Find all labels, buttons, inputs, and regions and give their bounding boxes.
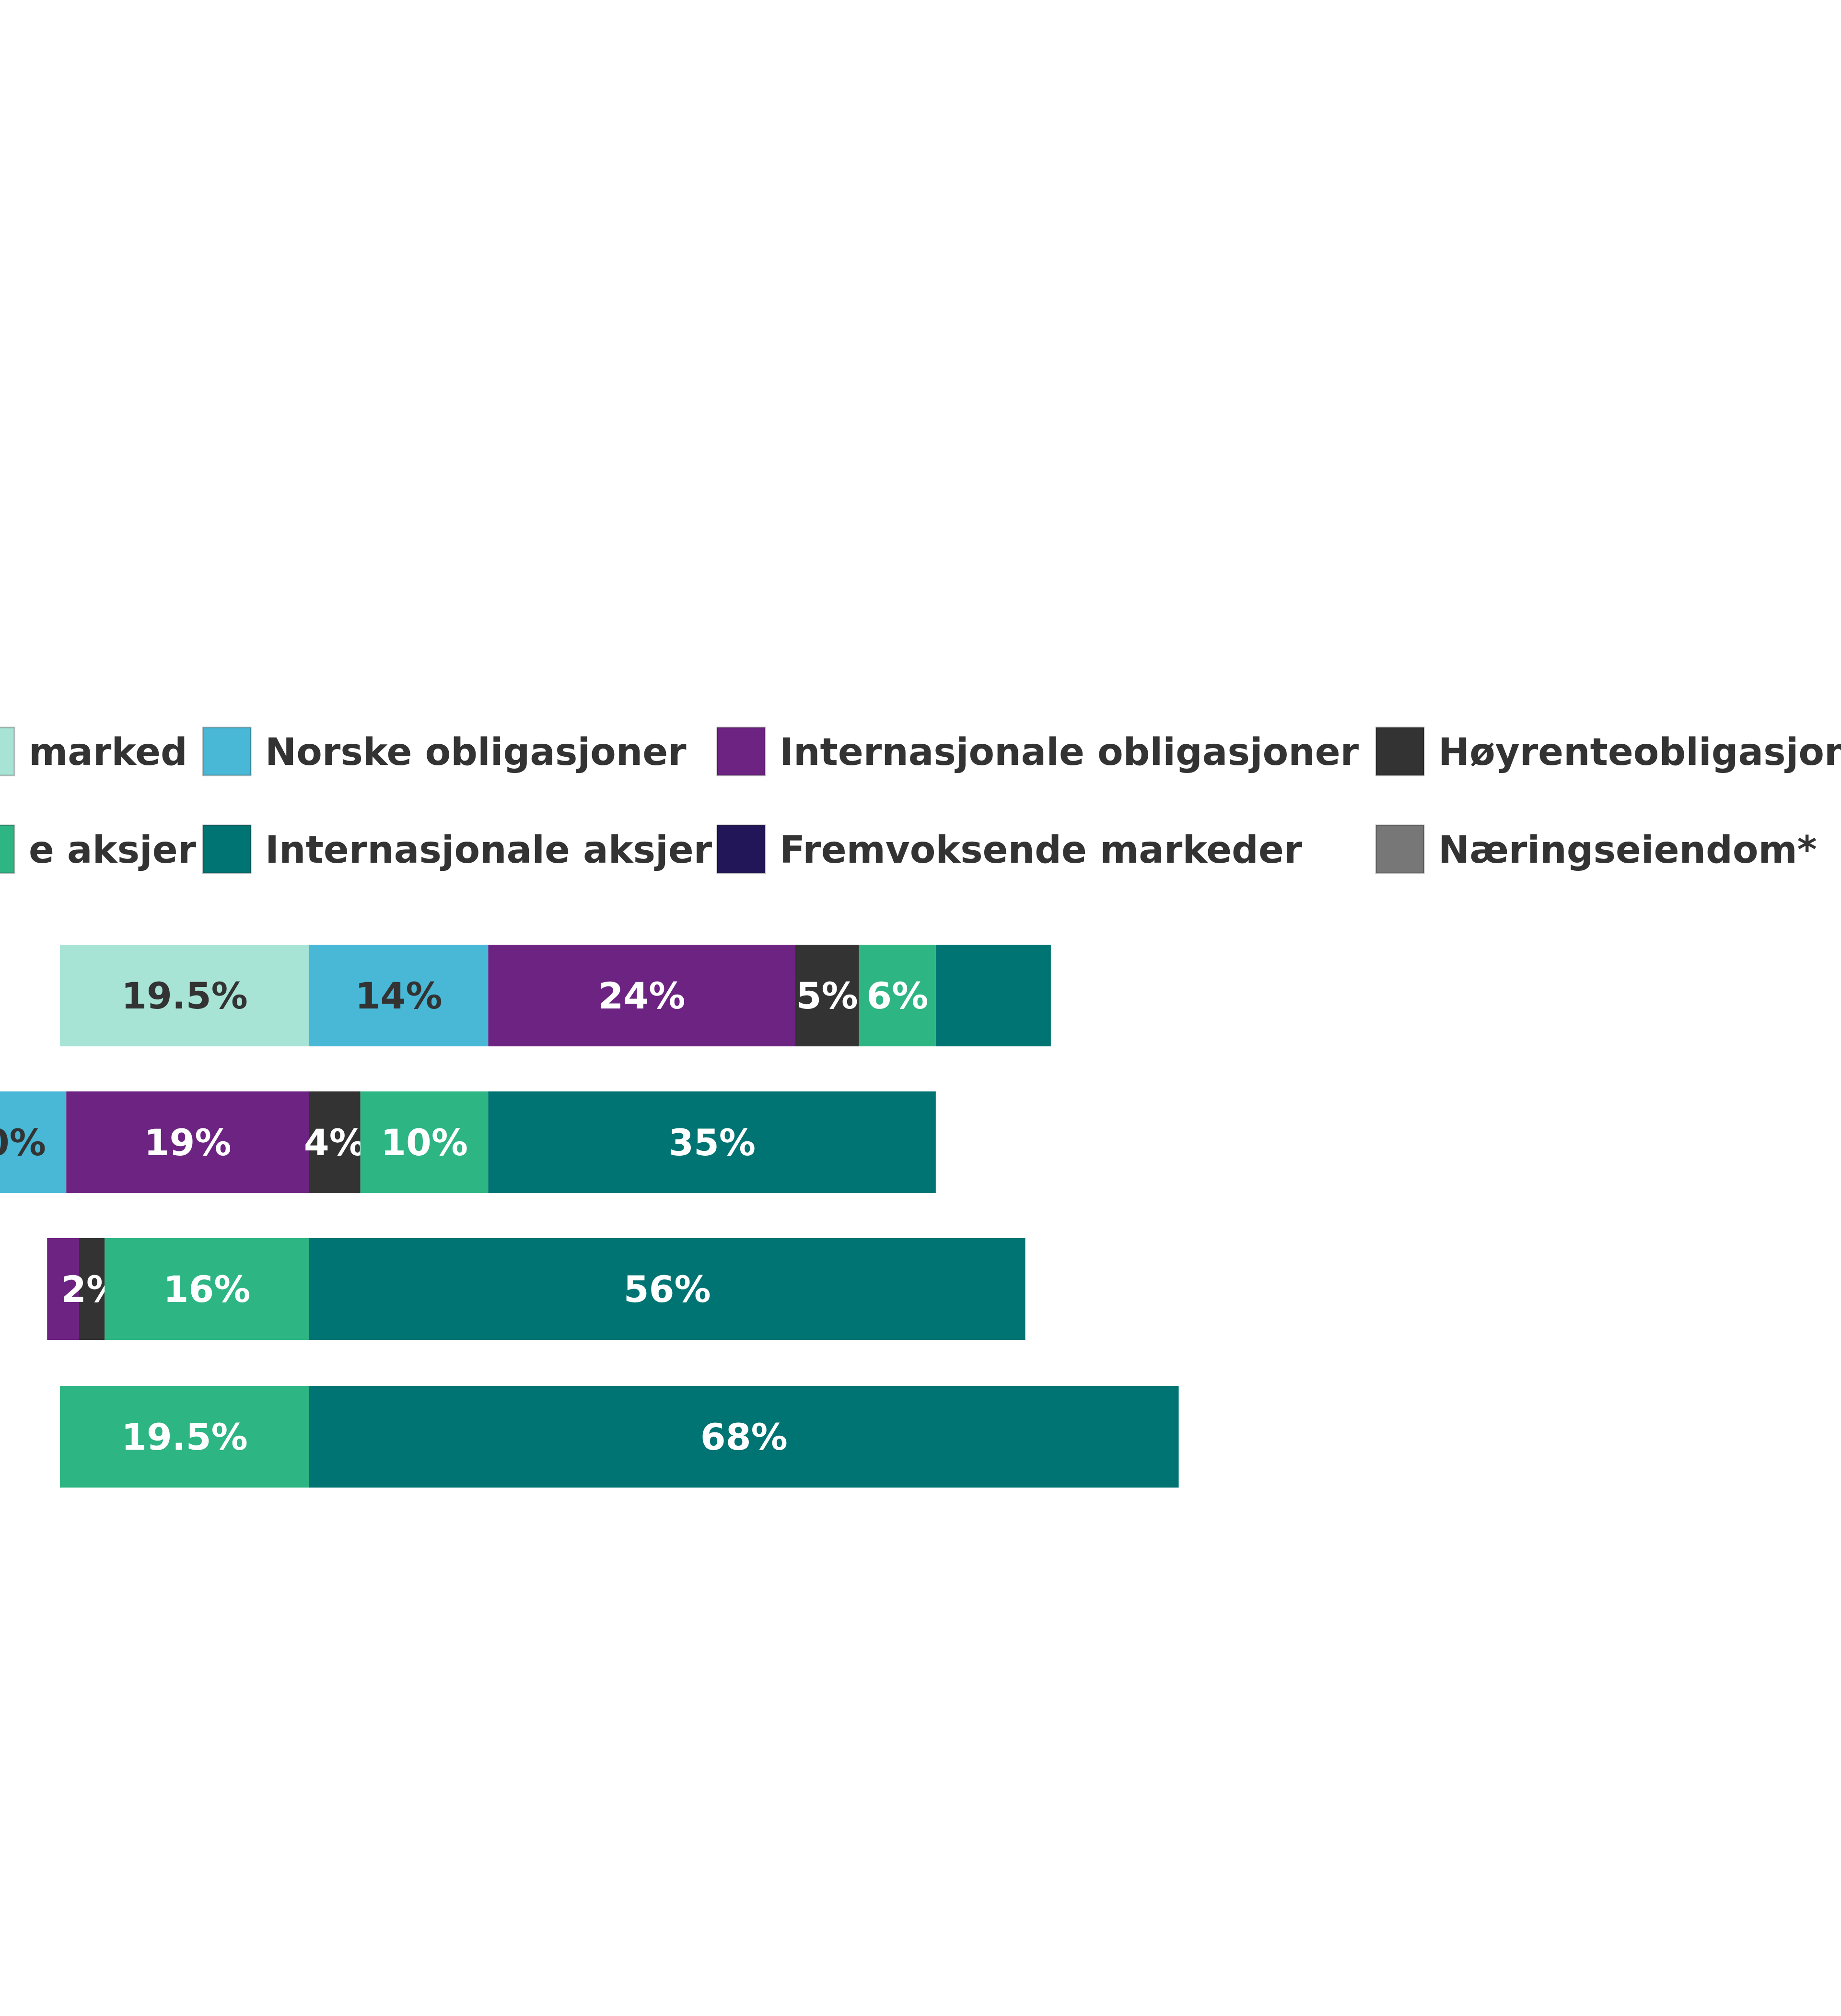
bar-value-label: 16% — [163, 1268, 251, 1311]
legend-item-fremvoksende-markeder: Fremvoksende markeder — [716, 824, 1303, 874]
bar-value-label: 56% — [624, 1268, 711, 1311]
legend-label: Fremvoksende markeder — [780, 829, 1303, 872]
bar-segment-marked — [59, 945, 309, 1046]
bar-segment-internasjonale-aksjer — [309, 1386, 1179, 1488]
bar-value-label: 35% — [668, 1121, 756, 1164]
bar-segment-e-aksjer — [59, 1386, 309, 1488]
legend-swatch — [0, 824, 15, 874]
legend-swatch — [716, 727, 766, 776]
legend-swatch — [202, 727, 252, 776]
legend-label: marked — [29, 731, 187, 774]
legend-label: Internasjonale obligasjoner — [780, 731, 1359, 774]
bar-segment-e-aksjer — [105, 1238, 309, 1340]
legend-item-marked: marked — [0, 727, 187, 776]
bar-value-label: 5% — [796, 974, 858, 1017]
bar-segment-internasjonale-aksjer — [935, 945, 1051, 1046]
legend-label: Høyrenteobligasjone — [1438, 731, 1841, 774]
legend-swatch — [716, 824, 766, 874]
legend-label: Internasjonale aksjer — [265, 829, 712, 872]
legend-item-internasjonale-aksjer: Internasjonale aksjer — [202, 824, 712, 874]
bar-segment-hoyrenteobligasjone — [795, 945, 859, 1046]
bar-value-label: 4% — [304, 1121, 366, 1164]
legend-item-internasjonale-obligasjoner: Internasjonale obligasjoner — [716, 727, 1359, 776]
bar-segment-hoyrenteobligasjone — [79, 1238, 105, 1340]
bar-segment-e-aksjer — [360, 1091, 489, 1193]
bar-row-2: 10% 19% 4% 10% 35% — [0, 1091, 936, 1193]
bar-segment-norske-obligasjoner — [309, 945, 489, 1046]
bar-value-label: 14% — [355, 974, 443, 1017]
legend-swatch — [202, 824, 252, 874]
bar-row-4: 19.5% 68% — [59, 1386, 1179, 1488]
bar-value-label: 24% — [598, 974, 685, 1017]
bar-value-label: 6% — [866, 974, 928, 1017]
legend-item-e-aksjer: e aksjer — [0, 824, 197, 874]
bar-segment-e-aksjer — [859, 945, 936, 1046]
bar-value-label: 10% — [0, 1121, 46, 1164]
bar-value-label: 10% — [381, 1121, 468, 1164]
legend-swatch — [1375, 727, 1425, 776]
bar-segment-internasjonale-aksjer — [488, 1091, 936, 1193]
bar-row-3: 2% 16% 56% — [47, 1238, 1025, 1340]
legend-swatch — [1375, 824, 1425, 874]
bar-segment-internasjonale-obligasjoner — [47, 1238, 79, 1340]
legend-item-hoyrenteobligasjone: Høyrenteobligasjone — [1375, 727, 1841, 776]
bar-value-label: 68% — [700, 1416, 788, 1458]
bar-value-label: 19% — [144, 1121, 232, 1164]
bar-row-1: 19.5% 14% 24% 5% 6% — [59, 945, 1051, 1046]
bar-segment-internasjonale-aksjer — [309, 1238, 1025, 1340]
legend-label: Næringseiendom* — [1438, 829, 1817, 872]
bar-segment-internasjonale-obligasjoner — [488, 945, 795, 1046]
legend-item-naeringseiendom: Næringseiendom* — [1375, 824, 1817, 874]
bar-segment-norske-obligasjoner — [0, 1091, 67, 1193]
legend-label: Norske obligasjoner — [265, 731, 687, 774]
chart-bars: 19.5%14%24%5%6%10%19%4%10%35%2%16%56%19.… — [0, 945, 1179, 1488]
legend-item-norske-obligasjoner: Norske obligasjoner — [202, 727, 687, 776]
bar-segment-internasjonale-obligasjoner — [66, 1091, 309, 1193]
bar-value-label: 19.5% — [121, 1416, 248, 1458]
bar-value-label: 19.5% — [121, 974, 248, 1017]
legend-swatch — [0, 727, 15, 776]
bar-segment-hoyrenteobligasjone — [309, 1091, 361, 1193]
legend-label: e aksjer — [29, 829, 197, 872]
chart-legend: marked Norske obligasjoner Internasjonale … — [0, 727, 1841, 874]
